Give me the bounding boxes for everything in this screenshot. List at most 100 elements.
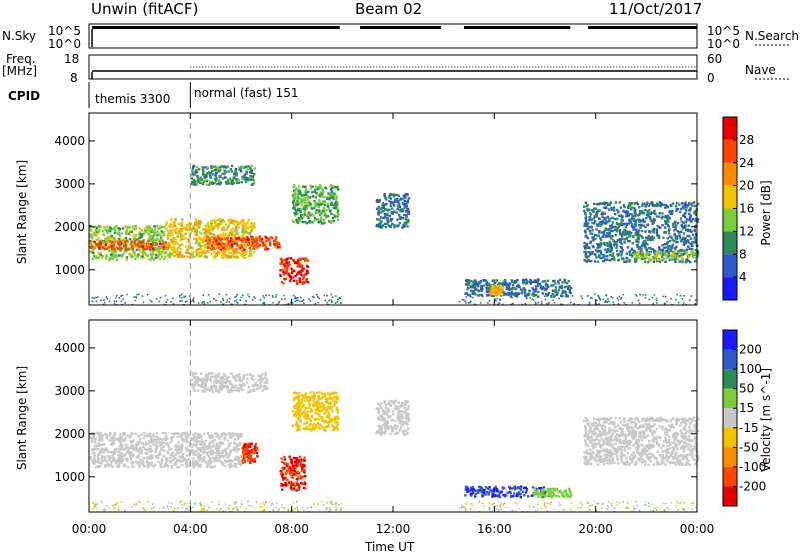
power-panel-ground-scatter-cell [276,303,279,306]
power-panel-echo-cell [611,252,615,255]
power-panel-echo-cell [634,212,637,215]
velocity-panel-echo-cell [217,453,220,456]
power-panel-echo-cell [287,257,290,260]
velocity-panel-echo-cell [178,455,182,459]
power-panel-echo-cell [202,249,205,253]
power-panel-echo-cell [161,231,164,234]
power-panel-echo-cell [397,224,400,227]
power-panel-echo-cell [326,215,330,218]
power-panel-echo-cell [665,249,668,253]
power-panel-echo-cell [649,236,652,239]
power-panel-echo-cell [510,290,514,294]
power-panel-echo-cell [611,254,614,257]
power-panel-echo-cell [158,233,162,236]
velocity-panel-echo-cell [156,456,159,459]
power-panel-echo-cell [325,209,328,212]
power-panel-echo-cell [152,230,155,233]
power-panel-ground-scatter-cell [666,300,668,303]
power-panel-echo-cell [197,226,200,230]
power-panel-echo-cell [188,226,191,229]
power-panel-echo-cell [396,207,399,211]
power-panel-echo-cell [285,260,288,263]
velocity-panel-echo-cell [217,447,220,451]
power-panel-ground-scatter-cell [95,296,97,299]
power-panel-ground-scatter-cell [262,295,264,297]
power-panel-echo-cell [255,238,258,241]
power-panel-echo-cell [379,225,382,228]
power-panel-echo-cell [494,291,498,295]
power-panel-echo-cell [201,170,205,173]
velocity-panel-echo-cell [114,450,117,453]
power-panel-echo-cell [402,225,406,228]
power-panel-echo-cell [655,255,659,259]
power-panel-ground-scatter-cell [294,296,297,298]
power-panel-echo-cell [507,293,510,296]
velocity-panel-echo-cell [182,440,185,443]
power-panel-echo-cell [517,283,520,287]
velocity-panel-echo-cell [225,433,228,437]
power-panel-echo-cell [687,245,690,248]
power-panel-echo-cell [127,248,131,251]
power-panel-echo-cell [398,204,401,207]
power-panel-echo-cell [619,233,622,236]
power-panel-echo-cell [314,185,318,188]
power-panel-echo-cell [644,225,647,229]
power-panel-echo-cell [630,206,633,209]
power-panel-echo-cell [604,258,607,261]
power-panel-echo-cell [407,218,410,222]
power-panel-echo-cell [202,171,205,174]
power-panel-echo-cell [249,248,253,251]
power-panel-echo-cell [689,229,692,232]
velocity-panel-echo-cell [290,484,293,488]
power-panel-echo-cell [114,250,118,253]
power-panel-echo-cell [610,248,613,252]
power-panel-echo-cell [664,204,667,207]
power-panel-echo-cell [120,239,123,243]
power-panel-echo-cell [687,203,690,207]
power-panel-echo-cell [270,236,273,239]
power-panel-echo-cell [113,231,117,234]
power-panel-ground-scatter-cell [534,301,537,304]
power-panel-echo-cell [235,180,238,183]
power-panel-echo-cell [217,223,221,226]
power-panel-echo-cell [289,275,292,279]
power-panel-echo-cell [390,200,393,204]
power-panel-echo-cell [113,236,116,239]
power-panel-echo-cell [100,256,104,260]
power-panel-echo-cell [222,253,226,256]
power-panel-ground-scatter-cell [653,294,656,296]
power-panel-echo-cell [388,208,391,212]
velocity-panel-echo-cell [235,446,238,449]
velocity-panel-echo-cell [145,434,149,438]
velocity-panel-background [89,320,697,512]
power-panel-echo-cell [640,235,643,238]
power-panel-ground-scatter-cell [652,302,655,305]
power-panel-echo-cell [620,221,623,224]
velocity-panel-echo-cell [100,455,104,458]
power-panel-echo-cell [535,294,538,297]
velocity-panel-echo-cell [282,476,285,480]
power-panel-ground-scatter-cell [514,295,517,297]
power-panel-echo-cell [240,180,243,184]
power-panel-range-tick-label: 4000 [54,134,85,148]
velocity-panel-echo-cell [109,432,112,435]
power-panel-echo-cell [255,240,258,243]
power-panel-echo-cell [598,222,601,225]
power-panel-echo-cell [684,242,687,245]
power-panel-echo-cell [596,260,600,263]
power-panel-echo-cell [304,205,308,208]
power-panel-echo-cell [644,240,647,243]
power-panel-echo-cell [112,237,116,241]
power-panel-echo-cell [247,165,250,168]
power-panel-echo-cell [246,226,249,230]
power-panel-echo-cell [611,216,614,220]
power-panel-echo-cell [111,247,114,251]
velocity-panel-echo-cell [121,456,124,459]
power-panel-echo-cell [597,209,600,212]
power-panel-echo-cell [318,220,321,223]
power-panel-echo-cell [684,261,688,264]
power-panel-echo-cell [327,197,330,200]
power-panel-ground-scatter-cell [679,294,682,297]
power-panel-echo-cell [152,239,155,242]
velocity-panel-echo-cell [128,434,131,437]
